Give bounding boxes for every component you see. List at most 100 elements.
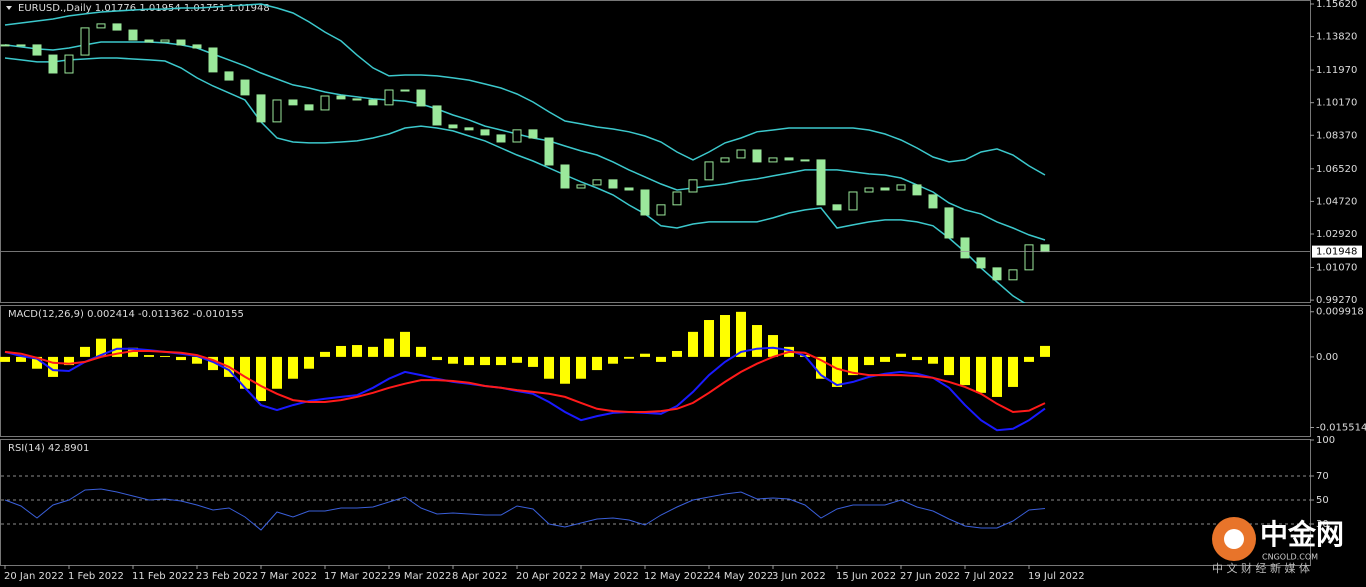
x-tick-label: 23 Feb 2022	[196, 571, 258, 582]
candle	[576, 184, 586, 189]
histogram-bar	[704, 320, 714, 357]
chart-title: EURUSD.,Daily 1.01776 1.01954 1.01751 1.…	[18, 3, 270, 14]
y-tick-label: 100	[1316, 435, 1335, 446]
candle	[1008, 269, 1018, 281]
candle	[704, 161, 714, 181]
y-tick-label: 1.13820	[1316, 32, 1357, 43]
x-tick-label: 1 Feb 2022	[68, 571, 124, 582]
x-tick-label: 29 Mar 2022	[388, 571, 451, 582]
candle	[1024, 244, 1034, 271]
candle	[48, 54, 58, 74]
histogram-bar	[496, 356, 506, 366]
bollinger-band	[4, 57, 1026, 303]
candle	[368, 99, 378, 106]
macd-line	[4, 350, 1046, 414]
histogram-bar	[592, 356, 602, 371]
candle	[528, 129, 538, 139]
histogram-bar	[432, 356, 442, 361]
candle	[624, 187, 634, 191]
candle	[752, 149, 762, 163]
candle	[432, 105, 442, 126]
x-tick-label: 24 May 2022	[708, 571, 773, 582]
histogram-bar	[304, 356, 314, 369]
candle	[592, 179, 602, 186]
histogram-bar	[976, 356, 986, 393]
y-tick-label: 1.01070	[1316, 263, 1357, 274]
y-tick-label: 1.04720	[1316, 196, 1357, 207]
candle	[672, 191, 682, 206]
candle	[272, 99, 282, 123]
histogram-bar	[16, 356, 26, 362]
candle	[224, 71, 234, 81]
histogram-bar	[736, 311, 746, 357]
x-tick-label: 15 Jun 2022	[836, 571, 896, 582]
candle	[640, 189, 650, 216]
y-tick-label: 0.00	[1316, 352, 1338, 363]
candle	[496, 134, 506, 143]
candle	[800, 159, 810, 162]
x-tick-label: 19 Jul 2022	[1028, 571, 1085, 582]
histogram-bar	[480, 356, 490, 366]
y-tick-label: 1.06520	[1316, 164, 1357, 175]
candle	[352, 98, 362, 101]
y-tick-label: 0.009918	[1316, 307, 1364, 318]
candle	[864, 187, 874, 193]
histogram-bar	[512, 356, 522, 363]
candle	[944, 207, 954, 239]
candle	[416, 89, 426, 107]
histogram-bar	[368, 346, 378, 357]
candle	[512, 129, 522, 143]
histogram-bar	[320, 351, 330, 357]
histogram-bar	[816, 356, 826, 379]
histogram-bar	[528, 356, 538, 367]
candle	[256, 94, 266, 123]
candle	[64, 54, 74, 74]
x-tick-label: 7 Jul 2022	[964, 571, 1014, 582]
histogram-bar	[48, 356, 58, 377]
candle	[960, 237, 970, 259]
x-tick-label: 20 Jan 2022	[4, 571, 64, 582]
histogram-bar	[416, 346, 426, 357]
candle	[0, 44, 10, 47]
histogram-bar	[160, 355, 170, 357]
candle	[560, 164, 570, 189]
candle	[176, 39, 186, 46]
candle	[816, 159, 826, 206]
x-tick-label: 3 Jun 2022	[772, 571, 826, 582]
candle	[32, 44, 42, 56]
histogram-bar	[864, 356, 874, 366]
histogram-bar	[672, 350, 682, 357]
y-tick-label: 1.02920	[1316, 229, 1357, 240]
candle	[464, 127, 474, 131]
histogram-bar	[176, 356, 186, 361]
panel-frame	[0, 305, 1311, 437]
candle	[336, 95, 346, 100]
x-tick-label: 11 Feb 2022	[132, 571, 194, 582]
histogram-bar	[752, 325, 762, 357]
histogram-bar	[880, 356, 890, 362]
candle	[992, 267, 1002, 281]
histogram-bar	[240, 356, 250, 389]
histogram-bar	[384, 338, 394, 357]
candle	[1040, 244, 1050, 253]
histogram-bar	[336, 345, 346, 357]
logo	[1224, 529, 1244, 549]
y-tick-label: 30	[1316, 519, 1329, 530]
candle	[384, 89, 394, 106]
x-tick-label: 27 Jun 2022	[900, 571, 960, 582]
histogram-bar	[192, 356, 202, 364]
histogram-bar	[128, 347, 138, 357]
x-tick-label: 7 Mar 2022	[260, 571, 317, 582]
histogram-bar	[352, 345, 362, 357]
panel-frame	[0, 439, 1311, 566]
candle	[608, 179, 618, 189]
y-tick-label: 1.11970	[1316, 65, 1357, 76]
candle	[288, 99, 298, 106]
candle	[736, 149, 746, 159]
bollinger-band	[4, 3, 1046, 176]
macd-title: MACD(12,26,9) 0.002414 -0.011362 -0.0101…	[8, 309, 244, 320]
histogram-bar	[96, 338, 106, 357]
histogram-bar	[768, 335, 778, 357]
histogram-bar	[1024, 356, 1034, 362]
x-tick-label: 20 Apr 2022	[516, 571, 578, 582]
